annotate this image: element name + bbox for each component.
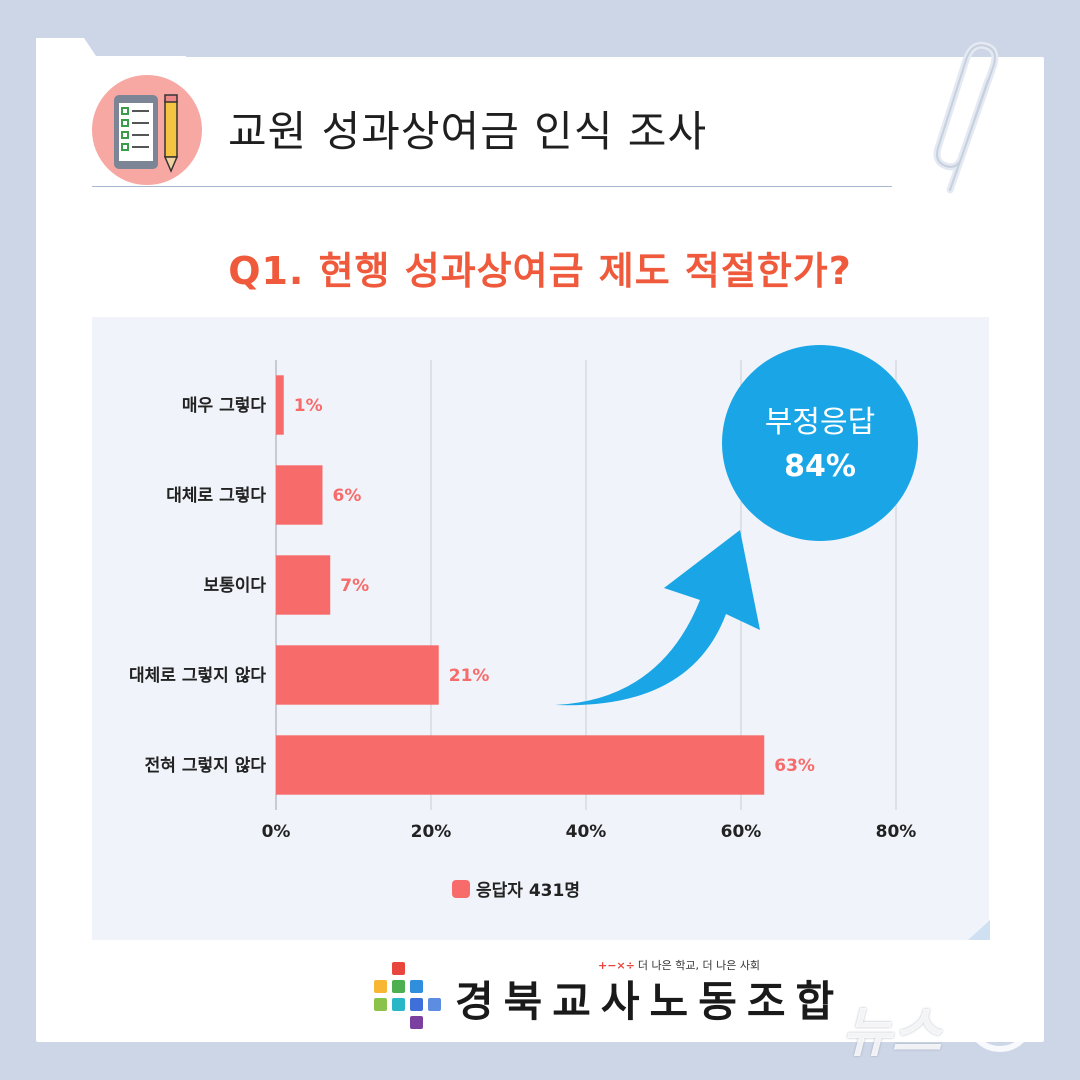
category-label: 대체로 그렇지 않다 (129, 666, 266, 686)
bar (276, 645, 439, 705)
slogan-text: 더 나은 학교, 더 나은 사회 (637, 959, 761, 972)
paperclip-icon (933, 41, 999, 194)
news-watermark-mark: 1 (966, 984, 1034, 1052)
bar (276, 465, 323, 525)
x-tick-label: 20% (411, 822, 452, 842)
x-tick-label: 60% (721, 822, 762, 842)
callout-label: 부정응답 (764, 405, 876, 440)
arrow-icon (555, 530, 760, 706)
category-label: 전혀 그렇지 않다 (145, 756, 267, 776)
legend-swatch (452, 879, 470, 898)
category-label: 매우 그렇다 (182, 396, 266, 416)
negative-response-callout: 부정응답 84% (722, 345, 918, 541)
page-fold-corner (968, 920, 990, 940)
value-label: 1% (294, 396, 323, 416)
question-heading: Q1. 현행 성과상여금 제도 적절한가? (228, 249, 852, 293)
category-label: 대체로 그렇다 (166, 486, 266, 506)
title-divider (92, 186, 892, 187)
page-title: 교원 성과상여금 인식 조사 (228, 107, 708, 156)
news-watermark: 뉴스 (842, 1001, 942, 1064)
bar (276, 375, 284, 435)
union-name: 경북교사노동조합 (455, 977, 845, 1026)
x-tick-label: 40% (566, 822, 607, 842)
value-label: 21% (449, 666, 490, 686)
value-label: 6% (333, 486, 362, 506)
value-label: 7% (340, 576, 369, 596)
survey-checklist-pencil-icon (92, 75, 202, 185)
slogan-ops: +−×÷ (598, 959, 635, 972)
callout-value: 84% (784, 449, 856, 484)
bar (276, 555, 331, 615)
value-label: 63% (774, 756, 815, 776)
x-tick-label: 0% (262, 822, 291, 842)
chart-legend: 응답자 431명 (452, 876, 580, 901)
union-slogan: +−×÷ 더 나은 학교, 더 나은 사회 (598, 957, 760, 973)
legend-label: 응답자 431명 (476, 881, 580, 901)
bar (276, 735, 765, 795)
x-tick-label: 80% (876, 822, 917, 842)
union-logo-icon (374, 962, 441, 1029)
category-label: 보통이다 (203, 576, 266, 596)
